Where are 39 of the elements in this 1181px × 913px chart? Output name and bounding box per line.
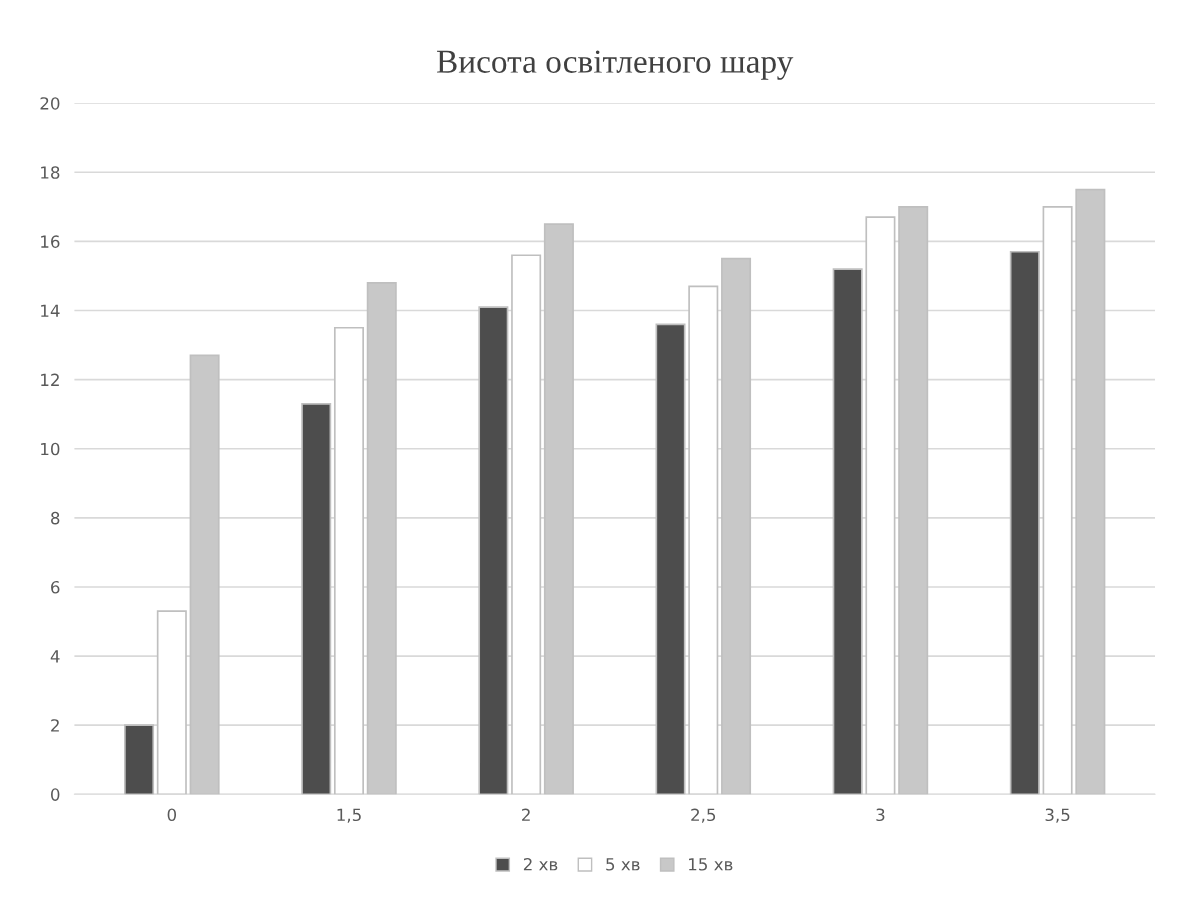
bar (366, 282, 397, 795)
bar (1075, 188, 1106, 795)
bar (511, 254, 542, 795)
bar (898, 206, 929, 795)
y-tick-label: 12 (41, 373, 59, 386)
bar (688, 285, 719, 795)
bar (124, 724, 155, 795)
y-tick-label: 20 (40, 97, 60, 110)
bar (655, 323, 686, 795)
bar (1009, 250, 1040, 795)
y-tick-label: 6 (51, 580, 60, 594)
bar (1042, 206, 1073, 795)
y-tick-label: 4 (50, 650, 60, 663)
bar (543, 223, 574, 795)
y-tick-label: 16 (41, 235, 60, 248)
bar (301, 402, 332, 795)
y-tick-label: 18 (41, 166, 60, 179)
chart-title: Висота освітленого шару (437, 50, 794, 80)
y-tick-label: 8 (51, 511, 60, 525)
bar (333, 326, 364, 795)
y-tick-label: 0 (51, 788, 60, 801)
y-tick-label: 2 (51, 719, 59, 732)
legend-label: 15 хв (689, 858, 733, 871)
y-tick-label: 10 (41, 442, 60, 456)
bar (189, 354, 220, 795)
x-tick-label: 2,5 (691, 808, 716, 823)
x-tick-label: 1,5 (337, 808, 361, 823)
legend-label: 5 хв (606, 858, 640, 871)
x-tick-label: 3,5 (1045, 808, 1070, 823)
bar (865, 216, 896, 795)
bar (832, 268, 863, 795)
bar (156, 610, 187, 795)
bar (721, 257, 752, 795)
y-tick-label: 14 (41, 304, 60, 317)
x-tick-label: 3 (876, 808, 885, 822)
legend-label: 2 хв (523, 857, 558, 871)
bar (478, 306, 509, 795)
x-tick-label: 0 (167, 808, 177, 822)
x-tick-label: 2 (522, 808, 530, 821)
